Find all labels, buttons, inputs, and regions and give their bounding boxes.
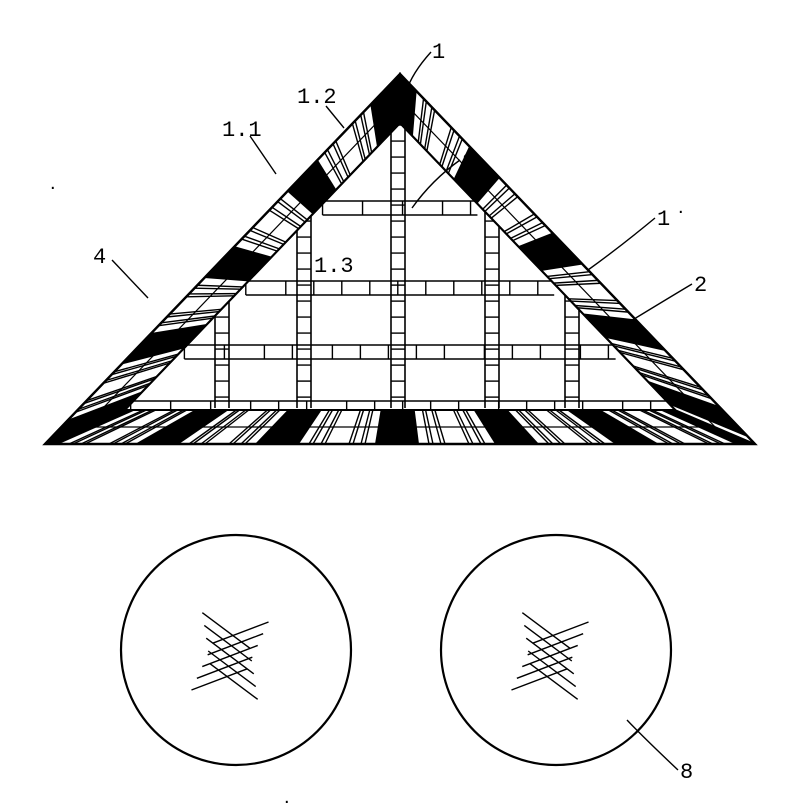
label-13: 1.3 <box>314 254 354 279</box>
stray-dot: . <box>284 786 290 809</box>
diagram-svg <box>0 0 800 807</box>
label-8: 8 <box>680 760 693 785</box>
label-2: 2 <box>694 273 707 298</box>
label-1b: 1 <box>657 207 670 232</box>
label-11: 1.1 <box>222 118 262 143</box>
label-1a: 1 <box>432 40 445 65</box>
label-3: 3 <box>462 150 475 175</box>
stray-dot: . <box>50 172 56 195</box>
label-4: 4 <box>93 245 106 270</box>
stray-dot: . <box>678 196 684 219</box>
label-12: 1.2 <box>297 85 337 110</box>
